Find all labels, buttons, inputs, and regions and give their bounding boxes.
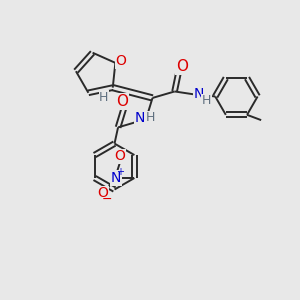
Text: −: − bbox=[102, 193, 112, 206]
Text: O: O bbox=[116, 94, 128, 109]
Text: O: O bbox=[98, 186, 108, 200]
Text: N: N bbox=[194, 87, 204, 101]
Text: N: N bbox=[134, 111, 145, 125]
Text: O: O bbox=[176, 59, 188, 74]
Text: H: H bbox=[146, 111, 155, 124]
Text: +: + bbox=[116, 167, 124, 177]
Text: N: N bbox=[111, 171, 121, 185]
Text: H: H bbox=[202, 94, 211, 107]
Text: O: O bbox=[115, 54, 126, 68]
Text: O: O bbox=[114, 149, 125, 163]
Text: H: H bbox=[99, 91, 109, 103]
